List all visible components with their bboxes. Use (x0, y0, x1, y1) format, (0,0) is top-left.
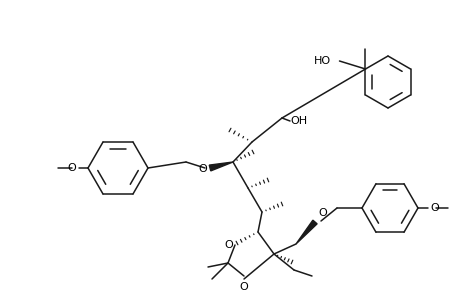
Text: O: O (67, 163, 76, 173)
Text: O: O (198, 164, 207, 174)
Text: O: O (429, 203, 438, 213)
Text: O: O (317, 208, 326, 218)
Text: O: O (224, 240, 233, 250)
Text: HO: HO (313, 56, 331, 66)
Polygon shape (209, 162, 233, 171)
Text: OH: OH (289, 116, 307, 126)
Text: O: O (239, 282, 248, 292)
Polygon shape (295, 220, 316, 244)
